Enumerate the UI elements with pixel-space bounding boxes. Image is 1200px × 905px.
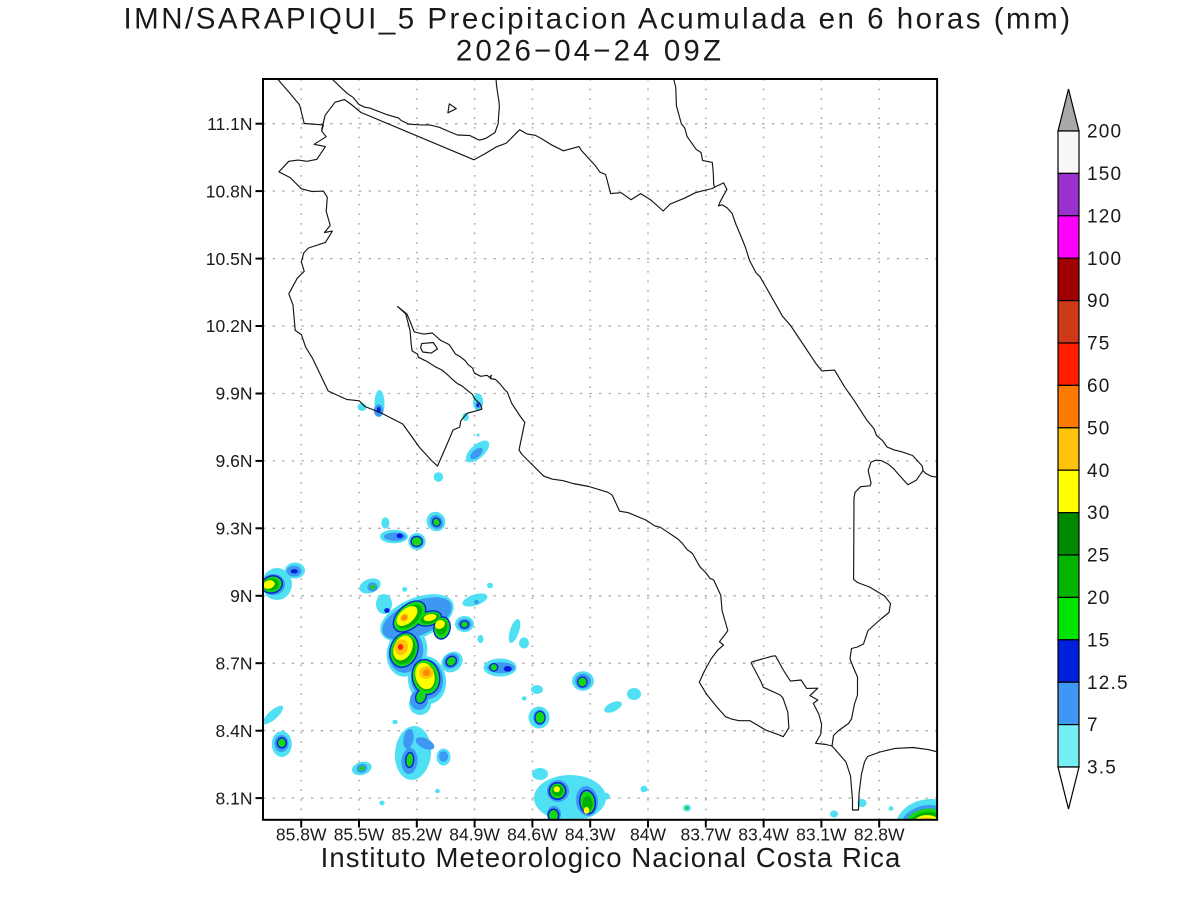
svg-text:85.2W: 85.2W [392,825,443,845]
svg-text:20: 20 [1087,588,1111,609]
svg-text:85.5W: 85.5W [334,825,385,845]
svg-text:200: 200 [1087,122,1122,143]
svg-text:84.9W: 84.9W [449,825,500,845]
svg-text:83.1W: 83.1W [796,825,847,845]
svg-text:84.6W: 84.6W [507,825,558,845]
svg-text:10.2N: 10.2N [206,316,253,336]
svg-text:90: 90 [1087,291,1111,312]
svg-text:60: 60 [1087,376,1111,397]
svg-text:40: 40 [1087,461,1111,482]
svg-text:11.1N: 11.1N [207,114,252,134]
svg-text:10.5N: 10.5N [206,249,253,269]
svg-text:30: 30 [1087,503,1111,524]
svg-text:8.4N: 8.4N [216,721,253,741]
svg-text:9.6N: 9.6N [216,451,253,471]
svg-text:3.5: 3.5 [1087,758,1117,779]
svg-text:9.9N: 9.9N [216,384,253,404]
svg-text:84W: 84W [630,825,666,845]
svg-text:Instituto Meteorologico Nacion: Instituto Meteorologico Nacional Costa R… [321,842,902,873]
svg-text:83.4W: 83.4W [738,825,789,845]
svg-text:12.5: 12.5 [1087,673,1129,694]
svg-text:120: 120 [1087,206,1122,227]
svg-text:100: 100 [1087,249,1122,270]
svg-text:10.8N: 10.8N [206,181,253,201]
svg-text:75: 75 [1087,334,1111,355]
svg-text:7: 7 [1087,715,1099,736]
svg-text:9.3N: 9.3N [216,519,253,539]
svg-text:IMN/SARAPIQUI_5 Precipitacion: IMN/SARAPIQUI_5 Precipitacion Acumulada … [123,3,1072,36]
svg-text:8.1N: 8.1N [216,788,253,808]
svg-text:150: 150 [1087,164,1122,185]
svg-text:82.8W: 82.8W [854,825,905,845]
svg-text:84.3W: 84.3W [565,825,616,845]
svg-text:15: 15 [1087,630,1111,651]
svg-text:8.7N: 8.7N [216,653,253,673]
svg-text:50: 50 [1087,418,1111,439]
svg-text:83.7W: 83.7W [681,825,732,845]
svg-text:9N: 9N [230,586,252,606]
svg-text:85.8W: 85.8W [276,825,327,845]
svg-text:25: 25 [1087,546,1111,567]
svg-text:2026−04−24 09Z: 2026−04−24 09Z [456,35,724,68]
